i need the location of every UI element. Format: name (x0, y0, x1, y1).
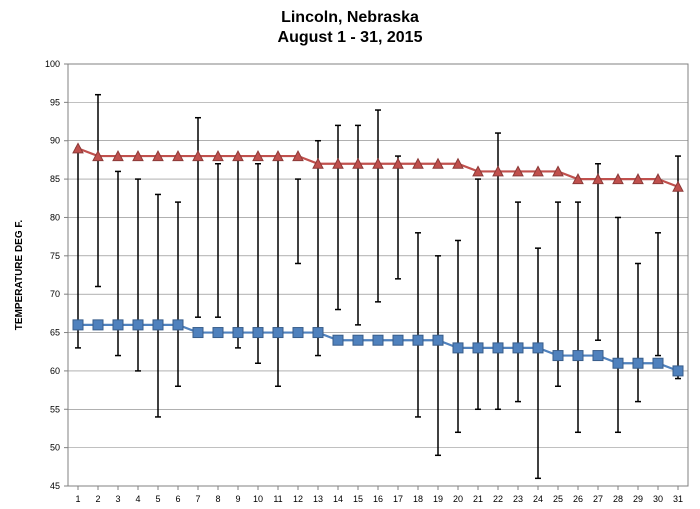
x-tick-label: 10 (253, 494, 263, 504)
normal-low-marker (493, 343, 503, 353)
x-tick-label: 16 (373, 494, 383, 504)
normal-low-marker (313, 328, 323, 338)
normal-low-marker (93, 320, 103, 330)
x-tick-label: 12 (293, 494, 303, 504)
y-tick-label: 80 (50, 212, 60, 222)
x-tick-label: 5 (155, 494, 160, 504)
normal-low-marker (653, 358, 663, 368)
normal-low-marker (473, 343, 483, 353)
normal-low-marker (293, 328, 303, 338)
x-tick-label: 1 (75, 494, 80, 504)
y-tick-label: 90 (50, 136, 60, 146)
y-tick-label: 60 (50, 366, 60, 376)
x-tick-label: 28 (613, 494, 623, 504)
x-tick-label: 15 (353, 494, 363, 504)
x-tick-label: 23 (513, 494, 523, 504)
normal-low-marker (213, 328, 223, 338)
y-tick-label: 65 (50, 328, 60, 338)
normal-low-marker (433, 335, 443, 345)
temperature-chart: Lincoln, NebraskaAugust 1 - 31, 20154550… (0, 0, 700, 509)
x-tick-label: 26 (573, 494, 583, 504)
x-tick-label: 18 (413, 494, 423, 504)
normal-low-marker (453, 343, 463, 353)
y-tick-label: 100 (45, 59, 60, 69)
normal-low-marker (673, 366, 683, 376)
x-tick-label: 20 (453, 494, 463, 504)
x-tick-label: 30 (653, 494, 663, 504)
y-tick-label: 95 (50, 97, 60, 107)
normal-low-marker (393, 335, 403, 345)
normal-low-marker (253, 328, 263, 338)
x-tick-label: 2 (95, 494, 100, 504)
normal-low-marker (233, 328, 243, 338)
normal-low-marker (113, 320, 123, 330)
x-tick-label: 4 (135, 494, 140, 504)
x-tick-label: 17 (393, 494, 403, 504)
normal-low-marker (513, 343, 523, 353)
normal-low-marker (73, 320, 83, 330)
y-tick-label: 45 (50, 481, 60, 491)
normal-low-marker (273, 328, 283, 338)
x-tick-label: 29 (633, 494, 643, 504)
x-tick-label: 6 (175, 494, 180, 504)
x-tick-label: 27 (593, 494, 603, 504)
normal-low-marker (333, 335, 343, 345)
x-tick-label: 7 (195, 494, 200, 504)
x-tick-label: 24 (533, 494, 543, 504)
x-tick-label: 31 (673, 494, 683, 504)
x-tick-label: 14 (333, 494, 343, 504)
y-tick-label: 85 (50, 174, 60, 184)
x-tick-label: 9 (235, 494, 240, 504)
normal-low-marker (353, 335, 363, 345)
normal-low-marker (593, 351, 603, 361)
chart-title-line1: Lincoln, Nebraska (281, 9, 419, 26)
normal-low-marker (533, 343, 543, 353)
y-tick-label: 50 (50, 443, 60, 453)
normal-low-marker (573, 351, 583, 361)
normal-low-marker (133, 320, 143, 330)
x-tick-label: 21 (473, 494, 483, 504)
x-tick-label: 11 (273, 494, 282, 504)
y-tick-label: 55 (50, 404, 60, 414)
normal-low-marker (373, 335, 383, 345)
normal-low-marker (633, 358, 643, 368)
chart-title-line2: August 1 - 31, 2015 (278, 29, 423, 46)
y-axis-label: TEMPERATURE DEG F. (14, 220, 25, 331)
normal-low-marker (193, 328, 203, 338)
x-tick-label: 8 (215, 494, 220, 504)
x-tick-label: 25 (553, 494, 563, 504)
x-tick-label: 19 (433, 494, 443, 504)
y-tick-label: 70 (50, 289, 60, 299)
normal-low-marker (153, 320, 163, 330)
y-tick-label: 75 (50, 251, 60, 261)
normal-low-marker (613, 358, 623, 368)
normal-low-marker (553, 351, 563, 361)
x-tick-label: 3 (115, 494, 120, 504)
x-tick-label: 13 (313, 494, 323, 504)
normal-low-marker (173, 320, 183, 330)
x-tick-label: 22 (493, 494, 503, 504)
normal-low-marker (413, 335, 423, 345)
